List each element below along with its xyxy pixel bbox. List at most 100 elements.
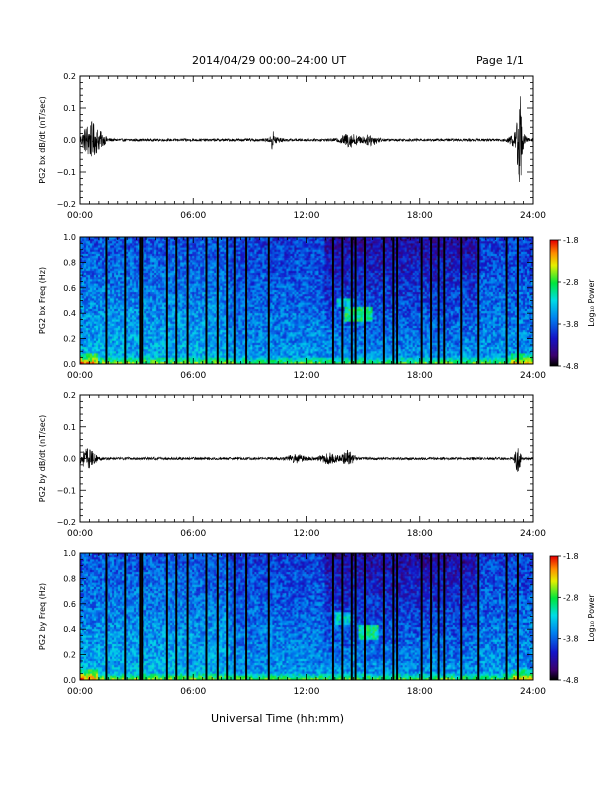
data-gap-bar (124, 553, 127, 680)
data-gap-bar (105, 237, 108, 364)
data-gap-bar (392, 237, 395, 364)
data-gap-bar (516, 553, 519, 680)
plot-frame (79, 552, 534, 681)
colorbar-label: Log₁₀ Power (587, 594, 596, 642)
y-axis-label: PG2 bx dB/dt (nT/sec) (38, 96, 47, 183)
x-tick-label: 24:00 (520, 211, 546, 221)
data-gap-bar (226, 553, 229, 680)
data-gap-bar (165, 237, 168, 364)
y-tick-label: −0.2 (57, 518, 76, 527)
y-axis-label: PG2 by Freq (Hz) (38, 583, 47, 650)
plot-frame (79, 394, 534, 523)
data-gap-bar (396, 553, 399, 680)
colorbar-tick-label: -4.8 (563, 676, 579, 685)
plot-frame (79, 236, 534, 365)
data-gap-bar (443, 237, 446, 364)
y-tick-label: 0.0 (63, 455, 76, 464)
data-gap-bar (186, 553, 189, 680)
data-gap-bar (460, 237, 463, 364)
data-gap-bar (430, 237, 433, 364)
data-gap-bar (216, 237, 219, 364)
data-gap-bar (505, 237, 508, 364)
data-gap-bar (245, 237, 248, 364)
x-tick-label: 06:00 (180, 211, 206, 221)
colorbar-4: -1.8 -2.8 -3.8 -4.8 Log₁₀ Power (549, 552, 596, 685)
y-tick-label: 0.2 (63, 391, 76, 400)
colorbar-tick-label: -4.8 (563, 362, 579, 371)
panel-3: 00:00 06:00 12:00 18:00 24:00 0.2 0.1 0.0 −0.1 −0… (38, 391, 546, 539)
data-gap-bar (354, 237, 357, 364)
x-tick-label: 06:00 (180, 687, 206, 697)
data-gap-bar (430, 553, 433, 680)
y-tick-label: −0.2 (57, 200, 76, 209)
data-gap-bar (141, 237, 144, 364)
x-tick-label: 06:00 (180, 529, 206, 539)
data-gap-bar (382, 553, 385, 680)
x-tick-label: 12:00 (294, 687, 320, 697)
y-tick-label: 0.6 (63, 284, 76, 293)
data-gap-bar (124, 237, 127, 364)
y-axis-label: PG2 bx Freq (Hz) (38, 267, 47, 334)
y-tick-label: −0.1 (57, 486, 76, 495)
colorbar-tick-label: -2.8 (563, 593, 579, 602)
colorbar-frame (549, 555, 559, 681)
y-tick-label: 0.0 (63, 136, 76, 145)
series-line (79, 96, 534, 182)
data-gap-bar (437, 237, 440, 364)
data-gap-bar (437, 553, 440, 680)
data-gap-bar (216, 553, 219, 680)
data-gap-bar (382, 237, 385, 364)
colorbar-gradient (550, 556, 558, 680)
data-gaps (105, 553, 519, 680)
y-tick-label: −0.1 (57, 168, 76, 177)
data-gap-bar (364, 553, 367, 680)
panel-4: 00:00 06:00 12:00 18:00 24:00 1.0 0.8 0.6 0.4 0.2… (38, 549, 546, 697)
data-gap-bar (350, 553, 353, 680)
data-gap-bar (205, 553, 208, 680)
x-tick-label: 18:00 (407, 687, 433, 697)
data-gap-bar (175, 237, 178, 364)
colorbar-label: Log₁₀ Power (587, 279, 596, 327)
y-axis-label: PG2 by dB/dt (nT/sec) (38, 415, 47, 502)
x-tick-label: 00:00 (67, 687, 93, 697)
colorbar-2: -1.8 -2.8 -3.8 -4.8 Log₁₀ Power (549, 236, 596, 371)
data-gap-bar (460, 553, 463, 680)
colorbar-gradient (550, 240, 558, 366)
data-gap-bar (105, 553, 108, 680)
data-gap-bar (396, 237, 399, 364)
x-tick-label: 24:00 (520, 529, 546, 539)
colorbar-tick-label: -2.8 (563, 278, 579, 287)
y-tick-label: 0.1 (63, 104, 76, 113)
x-tick-label: 18:00 (407, 211, 433, 221)
data-gap-bar (341, 553, 344, 680)
data-gap-bar (165, 553, 168, 680)
data-gap-bar (505, 553, 508, 680)
data-gap-bar (341, 237, 344, 364)
x-axis-title: Universal Time (hh:mm) (211, 712, 344, 725)
x-tick-label: 18:00 (407, 529, 433, 539)
y-tick-label: 0.2 (63, 335, 76, 344)
data-gap-bar (516, 237, 519, 364)
x-tick-label: 12:00 (294, 371, 320, 381)
data-gap-bar (141, 553, 144, 680)
data-gap-bar (175, 553, 178, 680)
data-gap-bar (267, 553, 270, 680)
y-tick-label: 0.1 (63, 423, 76, 432)
data-gap-bar (267, 237, 270, 364)
data-gap-bar (331, 237, 334, 364)
colorbar-tick-label: -3.8 (563, 635, 579, 644)
y-tick-label: 1.0 (63, 233, 76, 242)
data-gap-bar (443, 553, 446, 680)
y-tick-label: 0.4 (63, 625, 76, 634)
data-gap-bar (226, 237, 229, 364)
data-gap-bar (331, 553, 334, 680)
data-gap-bar (420, 237, 423, 364)
series-line (79, 448, 534, 472)
y-tick-label: 0.0 (63, 676, 76, 685)
data-gap-bar (233, 553, 236, 680)
y-tick-label: 0.8 (63, 574, 76, 583)
panel-2: 00:00 06:00 12:00 18:00 24:00 1.0 0.8 0.6 0.4 0.2… (38, 233, 546, 381)
spectrogram-image (80, 553, 533, 680)
